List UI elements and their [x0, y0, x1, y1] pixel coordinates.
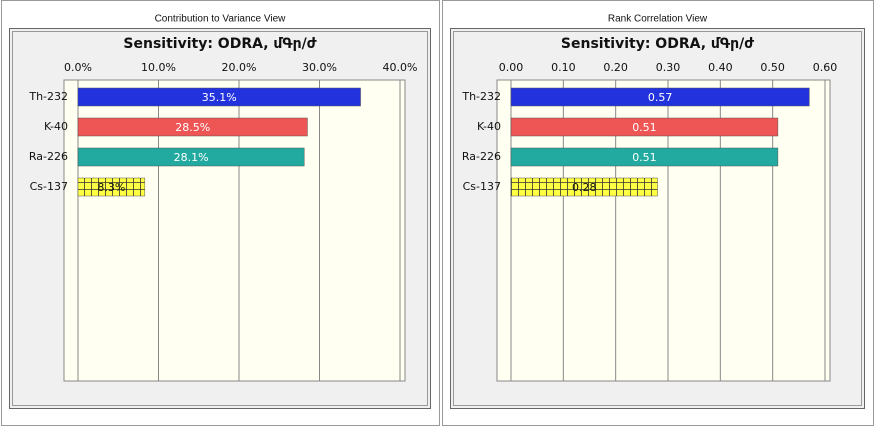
category-label: Th-232 — [28, 90, 68, 103]
chart-frame-inner — [12, 31, 428, 406]
bar — [510, 117, 779, 137]
x-tick-label: 0.10 — [551, 61, 576, 74]
value-label: 0.57 — [648, 91, 673, 104]
bar — [77, 147, 305, 167]
x-tick-label: 40.0% — [383, 61, 418, 74]
x-tick-label: 20.0% — [222, 61, 257, 74]
x-tick-label: 0.0% — [64, 61, 92, 74]
bar — [77, 117, 308, 137]
bar — [510, 147, 779, 167]
value-label: 0.28 — [572, 181, 597, 194]
panel-title: Rank Correlation View — [608, 14, 708, 25]
value-label: 0.51 — [632, 121, 657, 134]
x-tick-label: 0.60 — [813, 61, 838, 74]
x-tick-label: 10.0% — [141, 61, 176, 74]
panel-title: Contribution to Variance View — [155, 14, 287, 25]
category-label: K-40 — [477, 120, 501, 133]
bar — [510, 87, 810, 107]
value-label: 8.3% — [97, 181, 125, 194]
value-label: 28.1% — [174, 151, 209, 164]
value-label: 0.51 — [632, 151, 657, 164]
x-tick-label: 0.30 — [656, 61, 681, 74]
category-label: Ra-226 — [462, 150, 501, 163]
x-tick-label: 0.50 — [760, 61, 785, 74]
category-label: Cs-137 — [463, 180, 501, 193]
value-label: 28.5% — [175, 121, 210, 134]
category-label: K-40 — [44, 120, 68, 133]
bar — [510, 177, 658, 197]
chart-title: Sensitivity: ODRA, մԳր/ժ — [561, 36, 754, 52]
category-label: Ra-226 — [29, 150, 68, 163]
category-label: Cs-137 — [30, 180, 68, 193]
x-tick-label: 0.00 — [499, 61, 524, 74]
chart-frame-inner — [453, 31, 862, 406]
x-tick-label: 0.40 — [708, 61, 733, 74]
bar — [77, 87, 361, 107]
x-tick-label: 0.20 — [603, 61, 628, 74]
x-tick-label: 30.0% — [302, 61, 337, 74]
value-label: 35.1% — [202, 91, 237, 104]
category-label: Th-232 — [461, 90, 501, 103]
chart-title: Sensitivity: ODRA, մԳր/ժ — [123, 36, 316, 52]
bar — [77, 177, 146, 197]
